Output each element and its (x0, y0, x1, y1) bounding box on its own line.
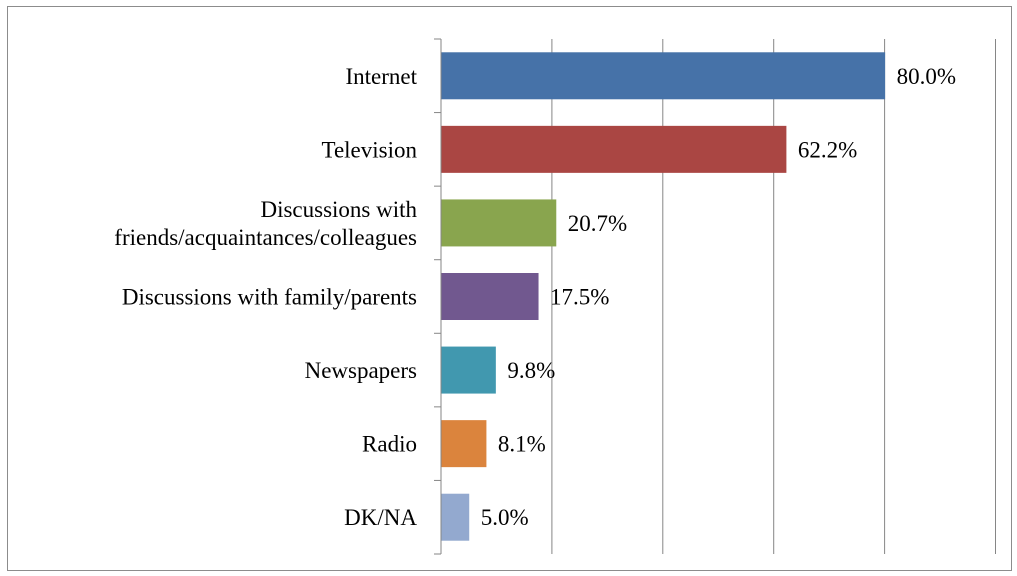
category-label-0: Internet (345, 64, 417, 89)
category-label-2-line-1: friends/acquaintances/colleagues (114, 225, 417, 250)
value-label-6: 5.0% (481, 505, 529, 530)
bar-3 (441, 273, 539, 320)
category-label-4: Newspapers (305, 358, 417, 383)
bar-chart: 80.0% Internet 62.2% Television 20.7% Discuss… (114, 38, 996, 555)
category-label-2-line-0: Discussions with (260, 197, 417, 222)
category-label-6: DK/NA (344, 505, 417, 530)
chart-frame: 80.0% Internet 62.2% Television 20.7% Discuss… (7, 6, 1012, 571)
value-label-0: 80.0% (897, 64, 956, 89)
value-label-3: 17.5% (550, 285, 609, 310)
bar-4 (441, 346, 496, 394)
category-label-3: Discussions with family/parents (122, 285, 417, 310)
bar-5 (441, 420, 487, 468)
value-label-2: 20.7% (568, 211, 627, 236)
bar-1 (441, 125, 787, 173)
value-label-1: 62.2% (798, 137, 857, 162)
category-label-1: Television (322, 137, 418, 162)
bar-0 (441, 52, 886, 100)
value-label-5: 8.1% (498, 432, 546, 457)
bar-6 (441, 493, 470, 541)
value-label-4: 9.8% (507, 358, 555, 383)
bar-2 (441, 199, 557, 247)
category-label-5: Radio (362, 432, 417, 457)
